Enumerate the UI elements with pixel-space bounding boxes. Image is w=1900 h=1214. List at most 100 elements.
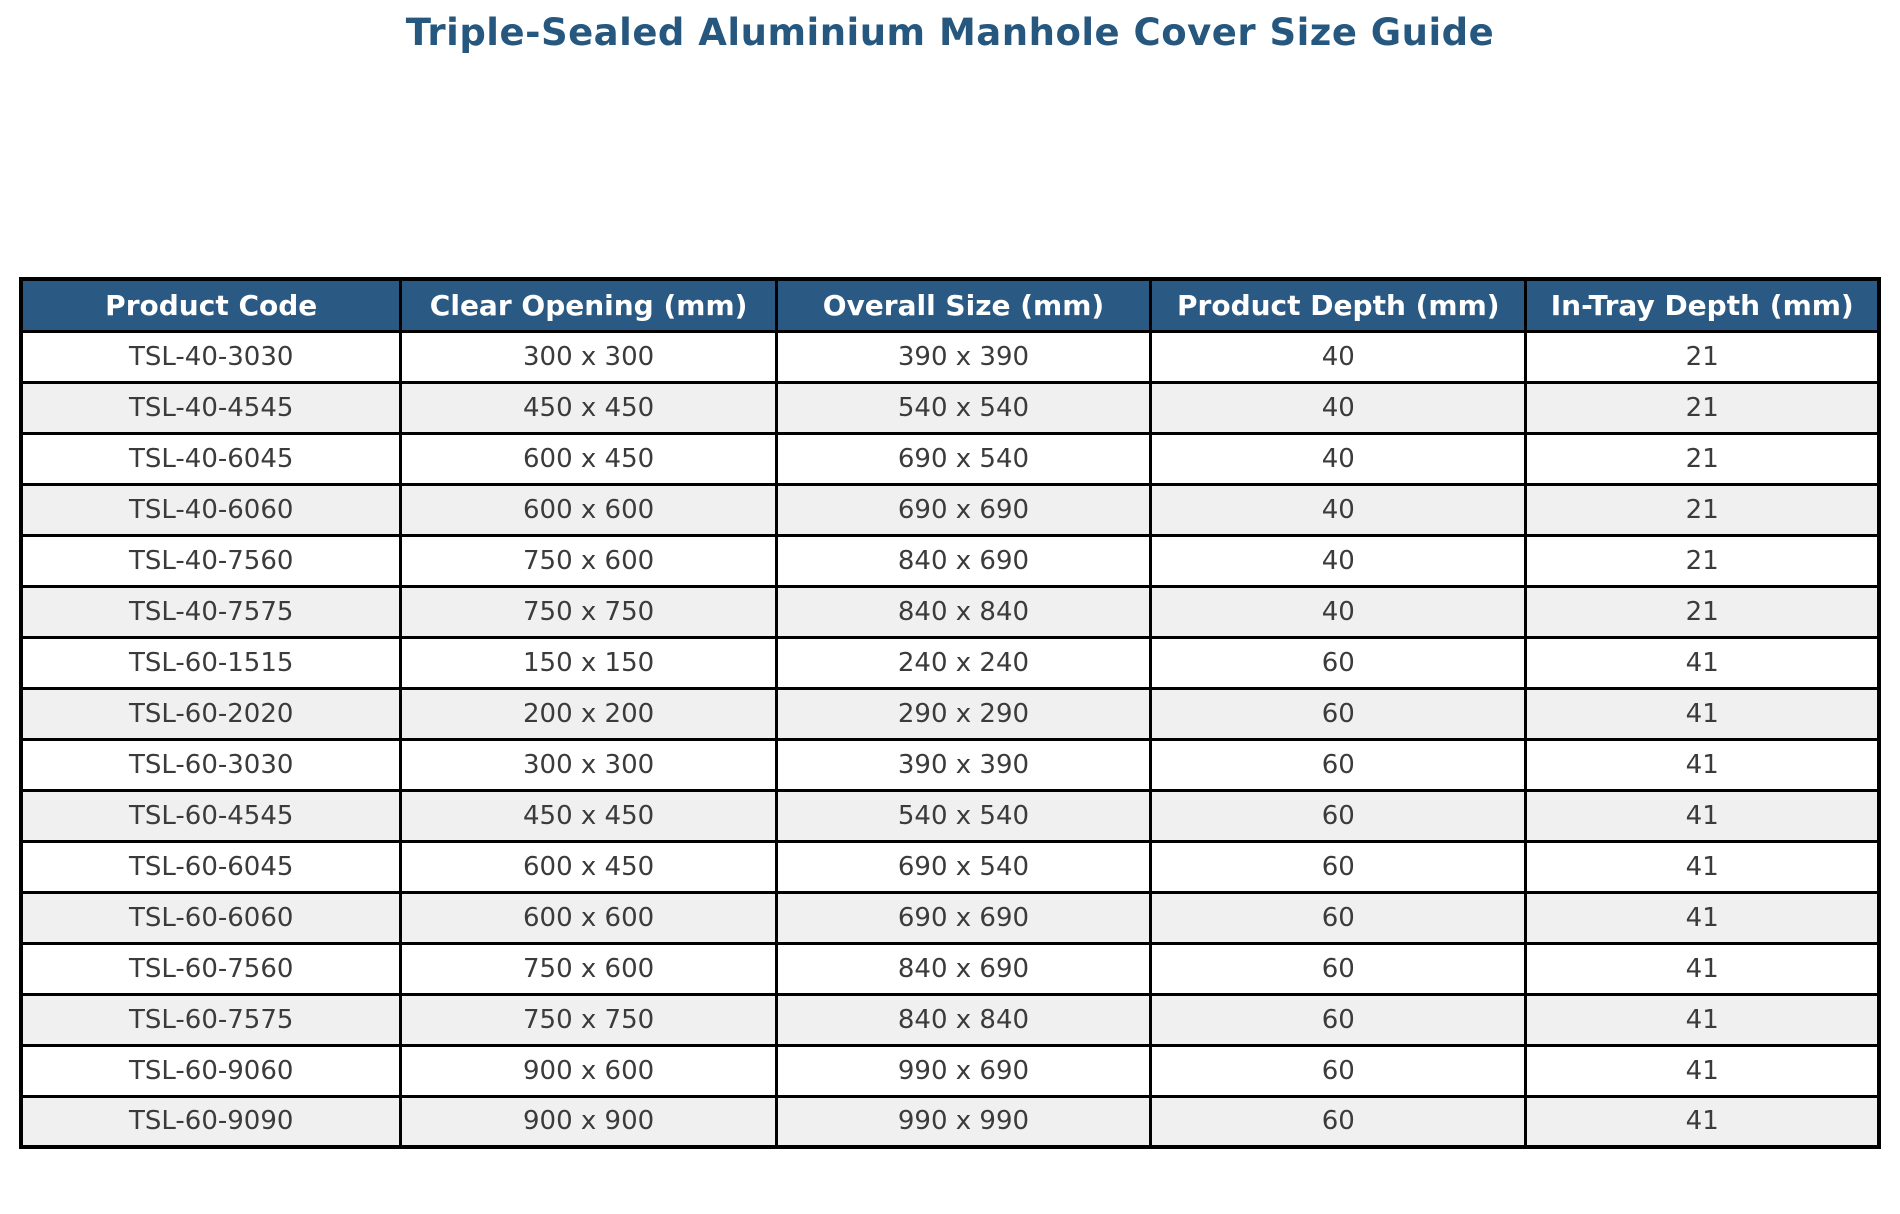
table-cell: 21 <box>1524 329 1881 384</box>
table-cell: 300 x 300 <box>399 329 778 384</box>
column-header: Product Depth (mm) <box>1149 277 1528 333</box>
table-cell: 240 x 240 <box>774 635 1153 690</box>
size-guide-table-container: Product Code Clear Opening (mm) Overall Si… <box>19 277 1881 1149</box>
table-cell: 540 x 540 <box>774 380 1153 435</box>
table-cell: 40 <box>1149 584 1528 639</box>
table-cell: 21 <box>1524 380 1881 435</box>
table-cell: 290 x 290 <box>774 686 1153 741</box>
table-cell: 41 <box>1524 992 1881 1047</box>
table-row: TSL-60-4545 450 x 450 540 x 540 60 41 <box>19 788 1881 843</box>
table-row: TSL-60-1515 150 x 150 240 x 240 60 41 <box>19 635 1881 690</box>
table-row: TSL-60-6060 600 x 600 690 x 690 60 41 <box>19 890 1881 945</box>
table-cell: 690 x 540 <box>774 431 1153 486</box>
table-cell: 750 x 750 <box>399 992 778 1047</box>
table-cell: 41 <box>1524 941 1881 996</box>
table-row: TSL-40-7575 750 x 750 840 x 840 40 21 <box>19 584 1881 639</box>
table-cell: 60 <box>1149 737 1528 792</box>
table-row: TSL-60-9060 900 x 600 990 x 690 60 41 <box>19 1043 1881 1098</box>
table-cell: TSL-60-9060 <box>19 1043 403 1098</box>
table-cell: 60 <box>1149 890 1528 945</box>
table-cell: 690 x 540 <box>774 839 1153 894</box>
table-cell: 900 x 900 <box>399 1094 778 1149</box>
table-cell: 40 <box>1149 431 1528 486</box>
table-row: TSL-60-7560 750 x 600 840 x 690 60 41 <box>19 941 1881 996</box>
table-cell: 41 <box>1524 686 1881 741</box>
column-header: Product Code <box>19 277 403 333</box>
table-cell: TSL-60-9090 <box>19 1094 403 1149</box>
table-cell: 540 x 540 <box>774 788 1153 843</box>
table-cell: 450 x 450 <box>399 788 778 843</box>
table-cell: 600 x 600 <box>399 482 778 537</box>
table-cell: 41 <box>1524 890 1881 945</box>
table-cell: 840 x 840 <box>774 992 1153 1047</box>
table-body: TSL-40-3030 300 x 300 390 x 390 40 21 TSL-40-… <box>19 329 1881 1149</box>
table-header-row: Product Code Clear Opening (mm) Overall Si… <box>19 277 1881 333</box>
table-cell: 41 <box>1524 1094 1881 1149</box>
table-cell: 41 <box>1524 737 1881 792</box>
table-cell: 60 <box>1149 788 1528 843</box>
table-row: TSL-40-6060 600 x 600 690 x 690 40 21 <box>19 482 1881 537</box>
table-cell: 41 <box>1524 839 1881 894</box>
table-cell: 750 x 600 <box>399 941 778 996</box>
table-cell: 390 x 390 <box>774 737 1153 792</box>
table-row: TSL-60-6045 600 x 450 690 x 540 60 41 <box>19 839 1881 894</box>
table-cell: 750 x 750 <box>399 584 778 639</box>
table-cell: TSL-40-7575 <box>19 584 403 639</box>
table-cell: 60 <box>1149 941 1528 996</box>
table-row: TSL-60-9090 900 x 900 990 x 990 60 41 <box>19 1094 1881 1149</box>
table-cell: 750 x 600 <box>399 533 778 588</box>
table-cell: TSL-40-6060 <box>19 482 403 537</box>
column-header: Overall Size (mm) <box>774 277 1153 333</box>
table-cell: 60 <box>1149 992 1528 1047</box>
table-cell: 21 <box>1524 482 1881 537</box>
table-cell: TSL-60-6060 <box>19 890 403 945</box>
table-cell: TSL-60-4545 <box>19 788 403 843</box>
table-cell: TSL-60-1515 <box>19 635 403 690</box>
table-cell: 60 <box>1149 1043 1528 1098</box>
table-cell: 41 <box>1524 635 1881 690</box>
table-cell: 840 x 690 <box>774 941 1153 996</box>
table-cell: 390 x 390 <box>774 329 1153 384</box>
table-cell: 60 <box>1149 686 1528 741</box>
table-cell: TSL-60-6045 <box>19 839 403 894</box>
table-cell: 900 x 600 <box>399 1043 778 1098</box>
table-cell: 690 x 690 <box>774 482 1153 537</box>
table-row: TSL-60-2020 200 x 200 290 x 290 60 41 <box>19 686 1881 741</box>
table-cell: 600 x 450 <box>399 431 778 486</box>
table-cell: TSL-60-7575 <box>19 992 403 1047</box>
table-cell: 690 x 690 <box>774 890 1153 945</box>
table-row: TSL-40-3030 300 x 300 390 x 390 40 21 <box>19 329 1881 384</box>
table-row: TSL-40-6045 600 x 450 690 x 540 40 21 <box>19 431 1881 486</box>
table-row: TSL-40-4545 450 x 450 540 x 540 40 21 <box>19 380 1881 435</box>
table-cell: 840 x 690 <box>774 533 1153 588</box>
size-guide-table: Product Code Clear Opening (mm) Overall Si… <box>19 277 1881 1149</box>
table-cell: 840 x 840 <box>774 584 1153 639</box>
table-cell: 450 x 450 <box>399 380 778 435</box>
table-cell: 600 x 600 <box>399 890 778 945</box>
table-cell: 200 x 200 <box>399 686 778 741</box>
table-cell: 60 <box>1149 635 1528 690</box>
table-cell: 41 <box>1524 788 1881 843</box>
table-row: TSL-60-3030 300 x 300 390 x 390 60 41 <box>19 737 1881 792</box>
table-cell: TSL-60-7560 <box>19 941 403 996</box>
table-cell: 990 x 690 <box>774 1043 1153 1098</box>
table-cell: 41 <box>1524 1043 1881 1098</box>
table-cell: 150 x 150 <box>399 635 778 690</box>
table-cell: 21 <box>1524 584 1881 639</box>
table-cell: 60 <box>1149 839 1528 894</box>
table-row: TSL-40-7560 750 x 600 840 x 690 40 21 <box>19 533 1881 588</box>
table-cell: 40 <box>1149 533 1528 588</box>
page-title: Triple-Sealed Aluminium Manhole Cover Si… <box>405 11 1495 54</box>
table-row: TSL-60-7575 750 x 750 840 x 840 60 41 <box>19 992 1881 1047</box>
table-cell: TSL-40-7560 <box>19 533 403 588</box>
table-cell: 60 <box>1149 1094 1528 1149</box>
column-header: Clear Opening (mm) <box>399 277 778 333</box>
table-cell: TSL-40-3030 <box>19 329 403 384</box>
table-cell: 40 <box>1149 482 1528 537</box>
table-cell: 40 <box>1149 329 1528 384</box>
table-cell: TSL-40-6045 <box>19 431 403 486</box>
table-cell: 600 x 450 <box>399 839 778 894</box>
column-header: In-Tray Depth (mm) <box>1524 277 1881 333</box>
table-cell: 21 <box>1524 533 1881 588</box>
table-cell: TSL-40-4545 <box>19 380 403 435</box>
